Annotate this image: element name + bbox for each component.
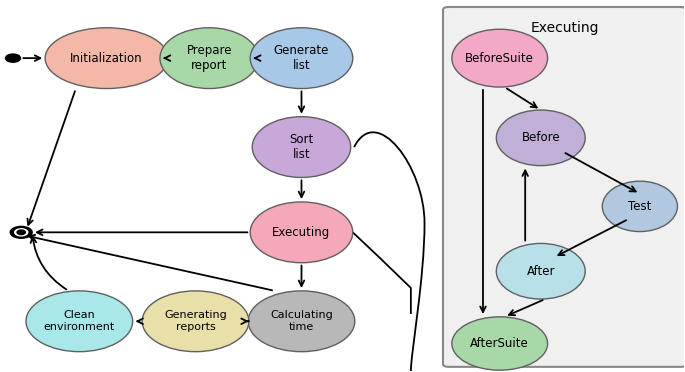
Circle shape <box>17 230 25 235</box>
Text: Clean
environment: Clean environment <box>44 311 115 332</box>
Text: BeforeSuite: BeforeSuite <box>465 52 534 65</box>
Text: Calculating
time: Calculating time <box>270 311 333 332</box>
Ellipse shape <box>497 243 585 299</box>
Text: Initialization: Initialization <box>71 52 143 65</box>
Circle shape <box>10 227 32 238</box>
Ellipse shape <box>248 291 355 352</box>
Ellipse shape <box>142 291 249 352</box>
Text: Test: Test <box>628 200 651 213</box>
Ellipse shape <box>26 291 133 352</box>
Text: Prepare
report: Prepare report <box>186 44 232 72</box>
Ellipse shape <box>250 202 353 263</box>
Ellipse shape <box>160 28 258 89</box>
Text: Executing: Executing <box>530 21 599 35</box>
Text: AfterSuite: AfterSuite <box>471 337 529 350</box>
Text: Generate
list: Generate list <box>274 44 329 72</box>
FancyBboxPatch shape <box>443 7 685 367</box>
Ellipse shape <box>497 110 585 166</box>
Ellipse shape <box>250 28 353 89</box>
Ellipse shape <box>252 117 351 177</box>
Ellipse shape <box>452 317 547 370</box>
Text: After: After <box>527 265 555 278</box>
Ellipse shape <box>45 28 169 89</box>
Ellipse shape <box>452 29 547 87</box>
Text: Sort
list: Sort list <box>289 133 314 161</box>
Circle shape <box>14 229 28 236</box>
Text: Generating
reports: Generating reports <box>164 311 227 332</box>
Text: Before: Before <box>521 131 560 144</box>
Text: Executing: Executing <box>273 226 331 239</box>
Circle shape <box>5 54 21 62</box>
Ellipse shape <box>602 181 677 232</box>
